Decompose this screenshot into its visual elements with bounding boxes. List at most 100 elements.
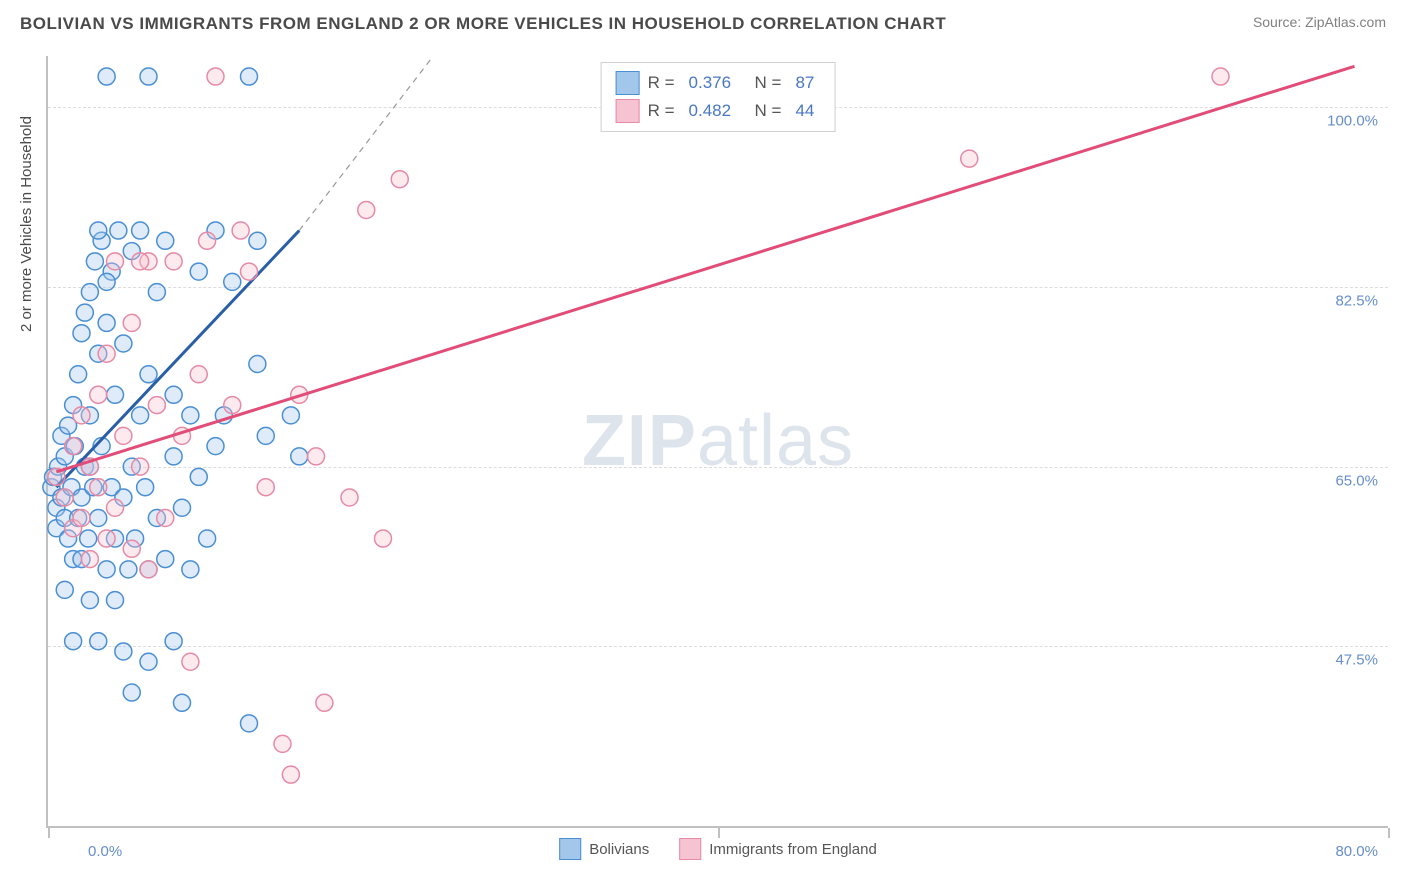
scatter-point-england (358, 202, 375, 219)
source-attribution: Source: ZipAtlas.com (1253, 14, 1386, 30)
scatter-point-bolivians (65, 633, 82, 650)
x-tick (718, 828, 720, 838)
scatter-point-england (90, 386, 107, 403)
scatter-svg (48, 56, 1388, 826)
scatter-point-england (316, 694, 333, 711)
scatter-point-england (73, 510, 90, 527)
scatter-point-bolivians (90, 510, 107, 527)
legend-item-england: Immigrants from England (679, 838, 877, 860)
scatter-point-bolivians (140, 68, 157, 85)
scatter-point-england (241, 263, 258, 280)
scatter-point-bolivians (123, 684, 140, 701)
scatter-point-bolivians (56, 581, 73, 598)
stats-legend-box: R =0.376 N =87 R =0.482 N =44 (601, 62, 836, 132)
scatter-point-england (107, 499, 124, 516)
scatter-point-england (182, 653, 199, 670)
scatter-point-bolivians (165, 448, 182, 465)
stats-row-england: R =0.482 N =44 (616, 97, 821, 125)
scatter-point-bolivians (157, 232, 174, 249)
scatter-point-bolivians (241, 715, 258, 732)
scatter-point-england (961, 150, 978, 167)
scatter-point-england (132, 458, 149, 475)
bottom-legend: Bolivians Immigrants from England (559, 838, 877, 860)
n-value-bolivians: 87 (789, 73, 820, 93)
scatter-point-england (308, 448, 325, 465)
scatter-point-bolivians (107, 592, 124, 609)
scatter-point-england (282, 766, 299, 783)
scatter-point-england (115, 427, 132, 444)
scatter-point-bolivians (190, 263, 207, 280)
scatter-point-england (81, 551, 98, 568)
x-tick (48, 828, 50, 838)
r-value-england: 0.482 (683, 101, 738, 121)
y-axis-label: 2 or more Vehicles in Household (18, 116, 35, 332)
scatter-point-bolivians (115, 335, 132, 352)
scatter-point-england (73, 407, 90, 424)
x-axis-min-label: 0.0% (88, 843, 122, 860)
scatter-point-bolivians (241, 68, 258, 85)
legend-swatch-bolivians (559, 838, 581, 860)
scatter-point-bolivians (132, 407, 149, 424)
scatter-point-england (274, 735, 291, 752)
scatter-point-bolivians (182, 561, 199, 578)
r-value-bolivians: 0.376 (683, 73, 738, 93)
scatter-point-england (148, 397, 165, 414)
swatch-bolivians (616, 71, 640, 95)
x-tick (1388, 828, 1390, 838)
scatter-point-bolivians (174, 499, 191, 516)
scatter-point-england (157, 510, 174, 527)
scatter-point-bolivians (148, 284, 165, 301)
plot-area: ZIPatlas 47.5%65.0%82.5%100.0% R =0.376 … (46, 56, 1388, 828)
scatter-point-england (341, 489, 358, 506)
scatter-point-england (98, 530, 115, 547)
scatter-point-bolivians (137, 479, 154, 496)
scatter-point-bolivians (157, 551, 174, 568)
scatter-point-england (165, 253, 182, 270)
legend-label-england: Immigrants from England (709, 841, 877, 858)
n-value-england: 44 (789, 101, 820, 121)
scatter-point-bolivians (282, 407, 299, 424)
legend-swatch-england (679, 838, 701, 860)
scatter-point-bolivians (107, 386, 124, 403)
scatter-point-bolivians (291, 448, 308, 465)
x-axis-max-label: 80.0% (1335, 843, 1378, 860)
scatter-point-bolivians (140, 366, 157, 383)
scatter-point-bolivians (120, 561, 137, 578)
scatter-point-bolivians (249, 232, 266, 249)
scatter-point-bolivians (249, 356, 266, 373)
scatter-point-bolivians (80, 530, 97, 547)
scatter-point-bolivians (81, 592, 98, 609)
scatter-point-england (56, 489, 73, 506)
scatter-point-bolivians (86, 253, 103, 270)
scatter-point-bolivians (224, 273, 241, 290)
scatter-point-bolivians (110, 222, 127, 239)
scatter-point-bolivians (98, 314, 115, 331)
scatter-point-england (140, 561, 157, 578)
scatter-point-england (207, 68, 224, 85)
scatter-point-england (224, 397, 241, 414)
scatter-point-england (375, 530, 392, 547)
scatter-point-bolivians (207, 438, 224, 455)
scatter-point-bolivians (257, 427, 274, 444)
chart-title: BOLIVIAN VS IMMIGRANTS FROM ENGLAND 2 OR… (20, 14, 946, 34)
stats-row-bolivians: R =0.376 N =87 (616, 69, 821, 97)
scatter-point-england (65, 438, 82, 455)
legend-item-bolivians: Bolivians (559, 838, 649, 860)
scatter-point-bolivians (76, 304, 93, 321)
scatter-point-bolivians (73, 325, 90, 342)
scatter-point-bolivians (132, 222, 149, 239)
scatter-point-bolivians (115, 643, 132, 660)
scatter-point-england (123, 314, 140, 331)
scatter-point-england (123, 540, 140, 557)
scatter-point-england (257, 479, 274, 496)
scatter-point-england (199, 232, 216, 249)
scatter-point-bolivians (98, 68, 115, 85)
scatter-point-england (132, 253, 149, 270)
scatter-point-england (90, 479, 107, 496)
scatter-point-england (98, 345, 115, 362)
scatter-point-england (190, 366, 207, 383)
scatter-point-bolivians (190, 468, 207, 485)
scatter-point-bolivians (90, 633, 107, 650)
scatter-point-england (391, 171, 408, 188)
scatter-point-bolivians (199, 530, 216, 547)
